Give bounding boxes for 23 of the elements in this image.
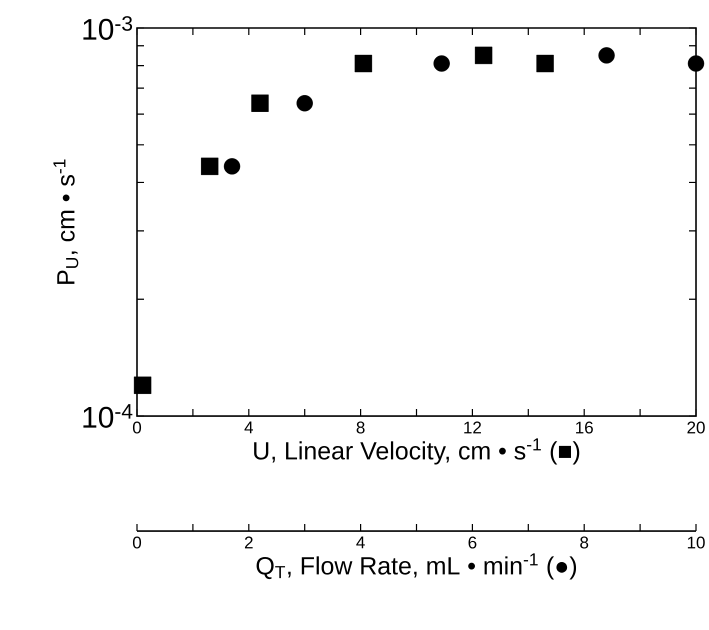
x2-tick-label: 0 <box>132 536 142 549</box>
point <box>134 376 152 394</box>
x2-axis-title: Q$_{T}$, Flow Rate, mL • min$^{-1}$ (●) <box>256 553 576 580</box>
y-tick-label: 10$^{-4}$ <box>83 404 132 428</box>
x-axis-title: U, Linear Velocity, cm • s$^{-1}$ (■) <box>254 438 580 465</box>
x-tick-label: 12 <box>464 422 481 434</box>
x-tick-label: 0 <box>132 422 142 434</box>
x2-tick-label: 4 <box>356 536 365 548</box>
x2-tick-label: 8 <box>580 536 588 549</box>
x2-tick-label: 2 <box>244 536 253 548</box>
point <box>474 46 492 64</box>
point <box>251 94 269 112</box>
x2-tick-label: 6 <box>468 536 476 549</box>
x-tick-label: 8 <box>356 422 365 434</box>
y-tick-label: 10$^{-3}$ <box>83 16 132 40</box>
point <box>354 54 372 72</box>
y-axis-title: P$_{U}$, cm • s$^{-1}$ <box>53 159 78 284</box>
x2-tick-label: 10 <box>688 536 705 549</box>
x-tick-label: 16 <box>576 422 593 434</box>
x-tick-label: 20 <box>687 422 705 434</box>
x-tick-label: 4 <box>244 422 254 434</box>
point <box>200 158 218 176</box>
point <box>536 54 554 72</box>
